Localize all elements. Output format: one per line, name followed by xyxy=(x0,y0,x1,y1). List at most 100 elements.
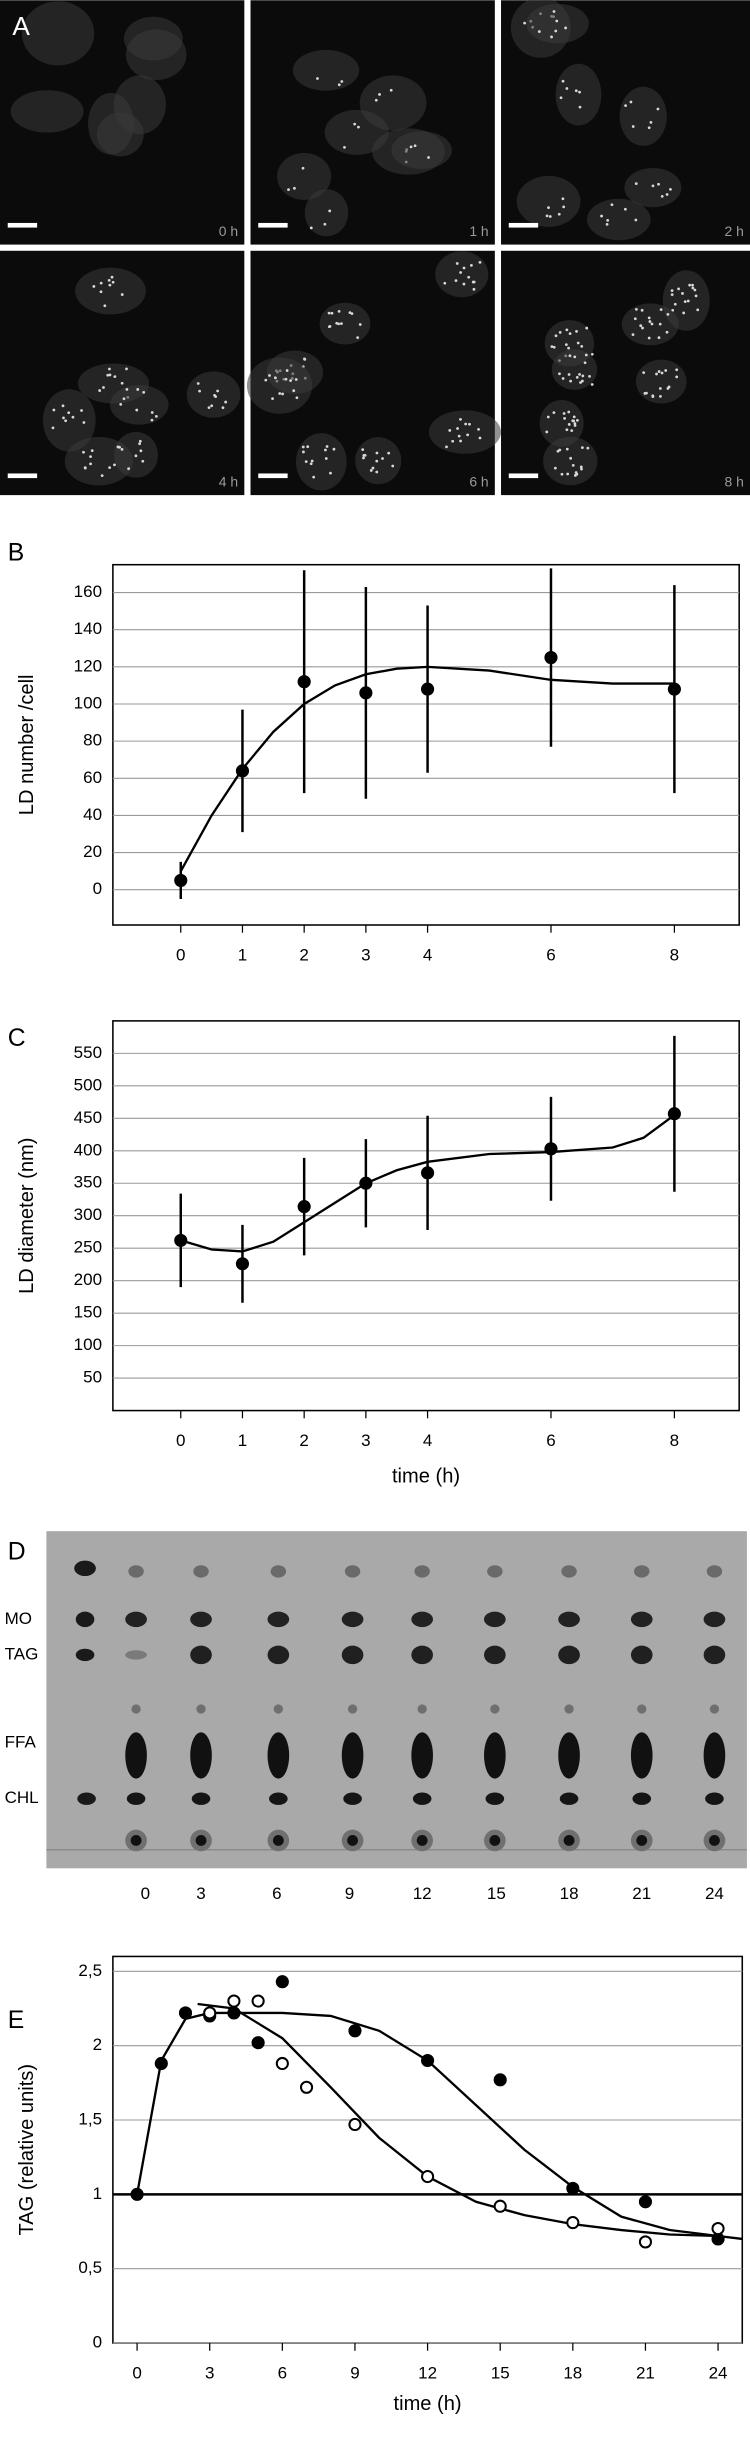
cell xyxy=(319,302,371,345)
spot xyxy=(487,1565,503,1578)
spot xyxy=(411,1732,433,1779)
y-tick-label: 200 xyxy=(74,1270,102,1289)
spot xyxy=(125,1732,147,1779)
lipid-droplet xyxy=(108,373,112,377)
lipid-droplet xyxy=(631,125,635,128)
lipid-droplet xyxy=(328,209,332,213)
scale-bar xyxy=(7,473,38,479)
spot xyxy=(564,1704,574,1714)
spot xyxy=(558,1732,580,1779)
lipid-droplet xyxy=(578,90,581,94)
y-axis-title: LD diameter (nm) xyxy=(16,1138,38,1294)
lipid-droplet xyxy=(304,460,308,463)
y-tick-label: 1 xyxy=(93,2184,102,2203)
lipid-droplet xyxy=(629,100,633,104)
lipid-droplet xyxy=(337,309,341,313)
cell xyxy=(555,63,602,126)
panel-letter: D xyxy=(8,1538,26,1565)
data-point xyxy=(544,1142,558,1156)
lipid-droplet xyxy=(567,410,571,414)
lipid-droplet xyxy=(309,462,313,466)
lipid-droplet xyxy=(119,403,123,406)
standard-spot xyxy=(74,1560,96,1577)
lipid-droplet xyxy=(547,206,550,210)
lipid-droplet xyxy=(562,412,566,415)
lipid-droplet xyxy=(565,428,569,432)
spot xyxy=(703,1611,726,1628)
lipid-droplet xyxy=(553,466,557,470)
data-point xyxy=(174,1233,188,1247)
cell xyxy=(635,359,687,404)
lipid-droplet xyxy=(567,423,571,426)
lipid-droplet xyxy=(673,302,677,306)
panel-letter: C xyxy=(8,1025,26,1052)
lipid-droplet xyxy=(293,186,296,190)
lipid-droplet xyxy=(456,427,459,430)
origin-spot xyxy=(636,1835,648,1846)
lipid-droplet xyxy=(309,226,313,230)
spot xyxy=(269,1792,288,1805)
cell xyxy=(539,399,584,447)
band-label: CHL xyxy=(5,1788,39,1807)
cell xyxy=(304,189,349,237)
lipid-droplet xyxy=(545,214,549,218)
data-point xyxy=(251,1994,265,2008)
x-axis-title: time (h) xyxy=(394,2393,462,2415)
lipid-droplet xyxy=(141,459,145,463)
lipid-droplet xyxy=(693,288,697,292)
y-tick-label: 0 xyxy=(93,2333,102,2352)
lipid-droplet xyxy=(459,418,462,421)
spot xyxy=(131,1704,141,1714)
lipid-droplet xyxy=(575,472,579,476)
spot xyxy=(347,1704,358,1714)
data-point xyxy=(130,2187,144,2201)
lipid-droplet xyxy=(52,408,56,412)
lipid-droplet xyxy=(448,429,452,432)
spot xyxy=(273,1704,283,1714)
lipid-droplet xyxy=(445,445,448,449)
lipid-droplet xyxy=(579,381,582,384)
lipid-droplet xyxy=(375,470,379,474)
lipid-droplet xyxy=(348,311,352,315)
lane-label: 3 xyxy=(196,1884,205,1903)
lipid-droplet xyxy=(306,445,310,449)
x-axis-title: time (h) xyxy=(392,1465,460,1487)
lipid-droplet xyxy=(378,93,381,96)
lipid-droplet xyxy=(558,331,562,334)
lane-label: 18 xyxy=(560,1884,579,1903)
lipid-droplet xyxy=(99,290,103,294)
spot xyxy=(193,1565,209,1578)
lipid-droplet xyxy=(196,382,200,385)
lipid-droplet xyxy=(389,88,393,92)
fit-line xyxy=(197,2002,743,2241)
lipid-droplet xyxy=(552,10,556,13)
lipid-droplet xyxy=(666,312,670,316)
lipid-droplet xyxy=(324,457,328,460)
spot xyxy=(128,1565,144,1578)
y-tick-label: 2,5 xyxy=(78,1961,102,1980)
cell xyxy=(435,251,489,298)
lipid-droplet xyxy=(647,336,651,340)
lipid-droplet xyxy=(134,454,138,458)
lane-label: 24 xyxy=(705,1884,724,1903)
lipid-droplet xyxy=(648,320,652,323)
lipid-droplet xyxy=(139,449,143,453)
lipid-droplet xyxy=(122,397,126,401)
x-tick-label: 2 xyxy=(299,1431,308,1450)
lipid-droplet xyxy=(568,332,572,335)
lipid-droplet xyxy=(651,184,655,188)
x-tick-label: 18 xyxy=(563,2363,582,2382)
lipid-droplet xyxy=(310,459,314,463)
lipid-droplet xyxy=(150,418,154,422)
data-point xyxy=(154,2056,168,2071)
tlc-plate xyxy=(46,1531,747,1869)
scale-bar xyxy=(508,222,539,228)
lipid-droplet xyxy=(316,77,319,80)
lipid-droplet xyxy=(113,463,116,467)
data-point xyxy=(297,1200,311,1214)
scale-bar xyxy=(508,473,539,479)
origin-spot xyxy=(347,1835,358,1846)
lipid-droplet xyxy=(340,80,344,83)
lipid-droplet xyxy=(455,262,459,265)
lipid-droplet xyxy=(443,281,447,285)
